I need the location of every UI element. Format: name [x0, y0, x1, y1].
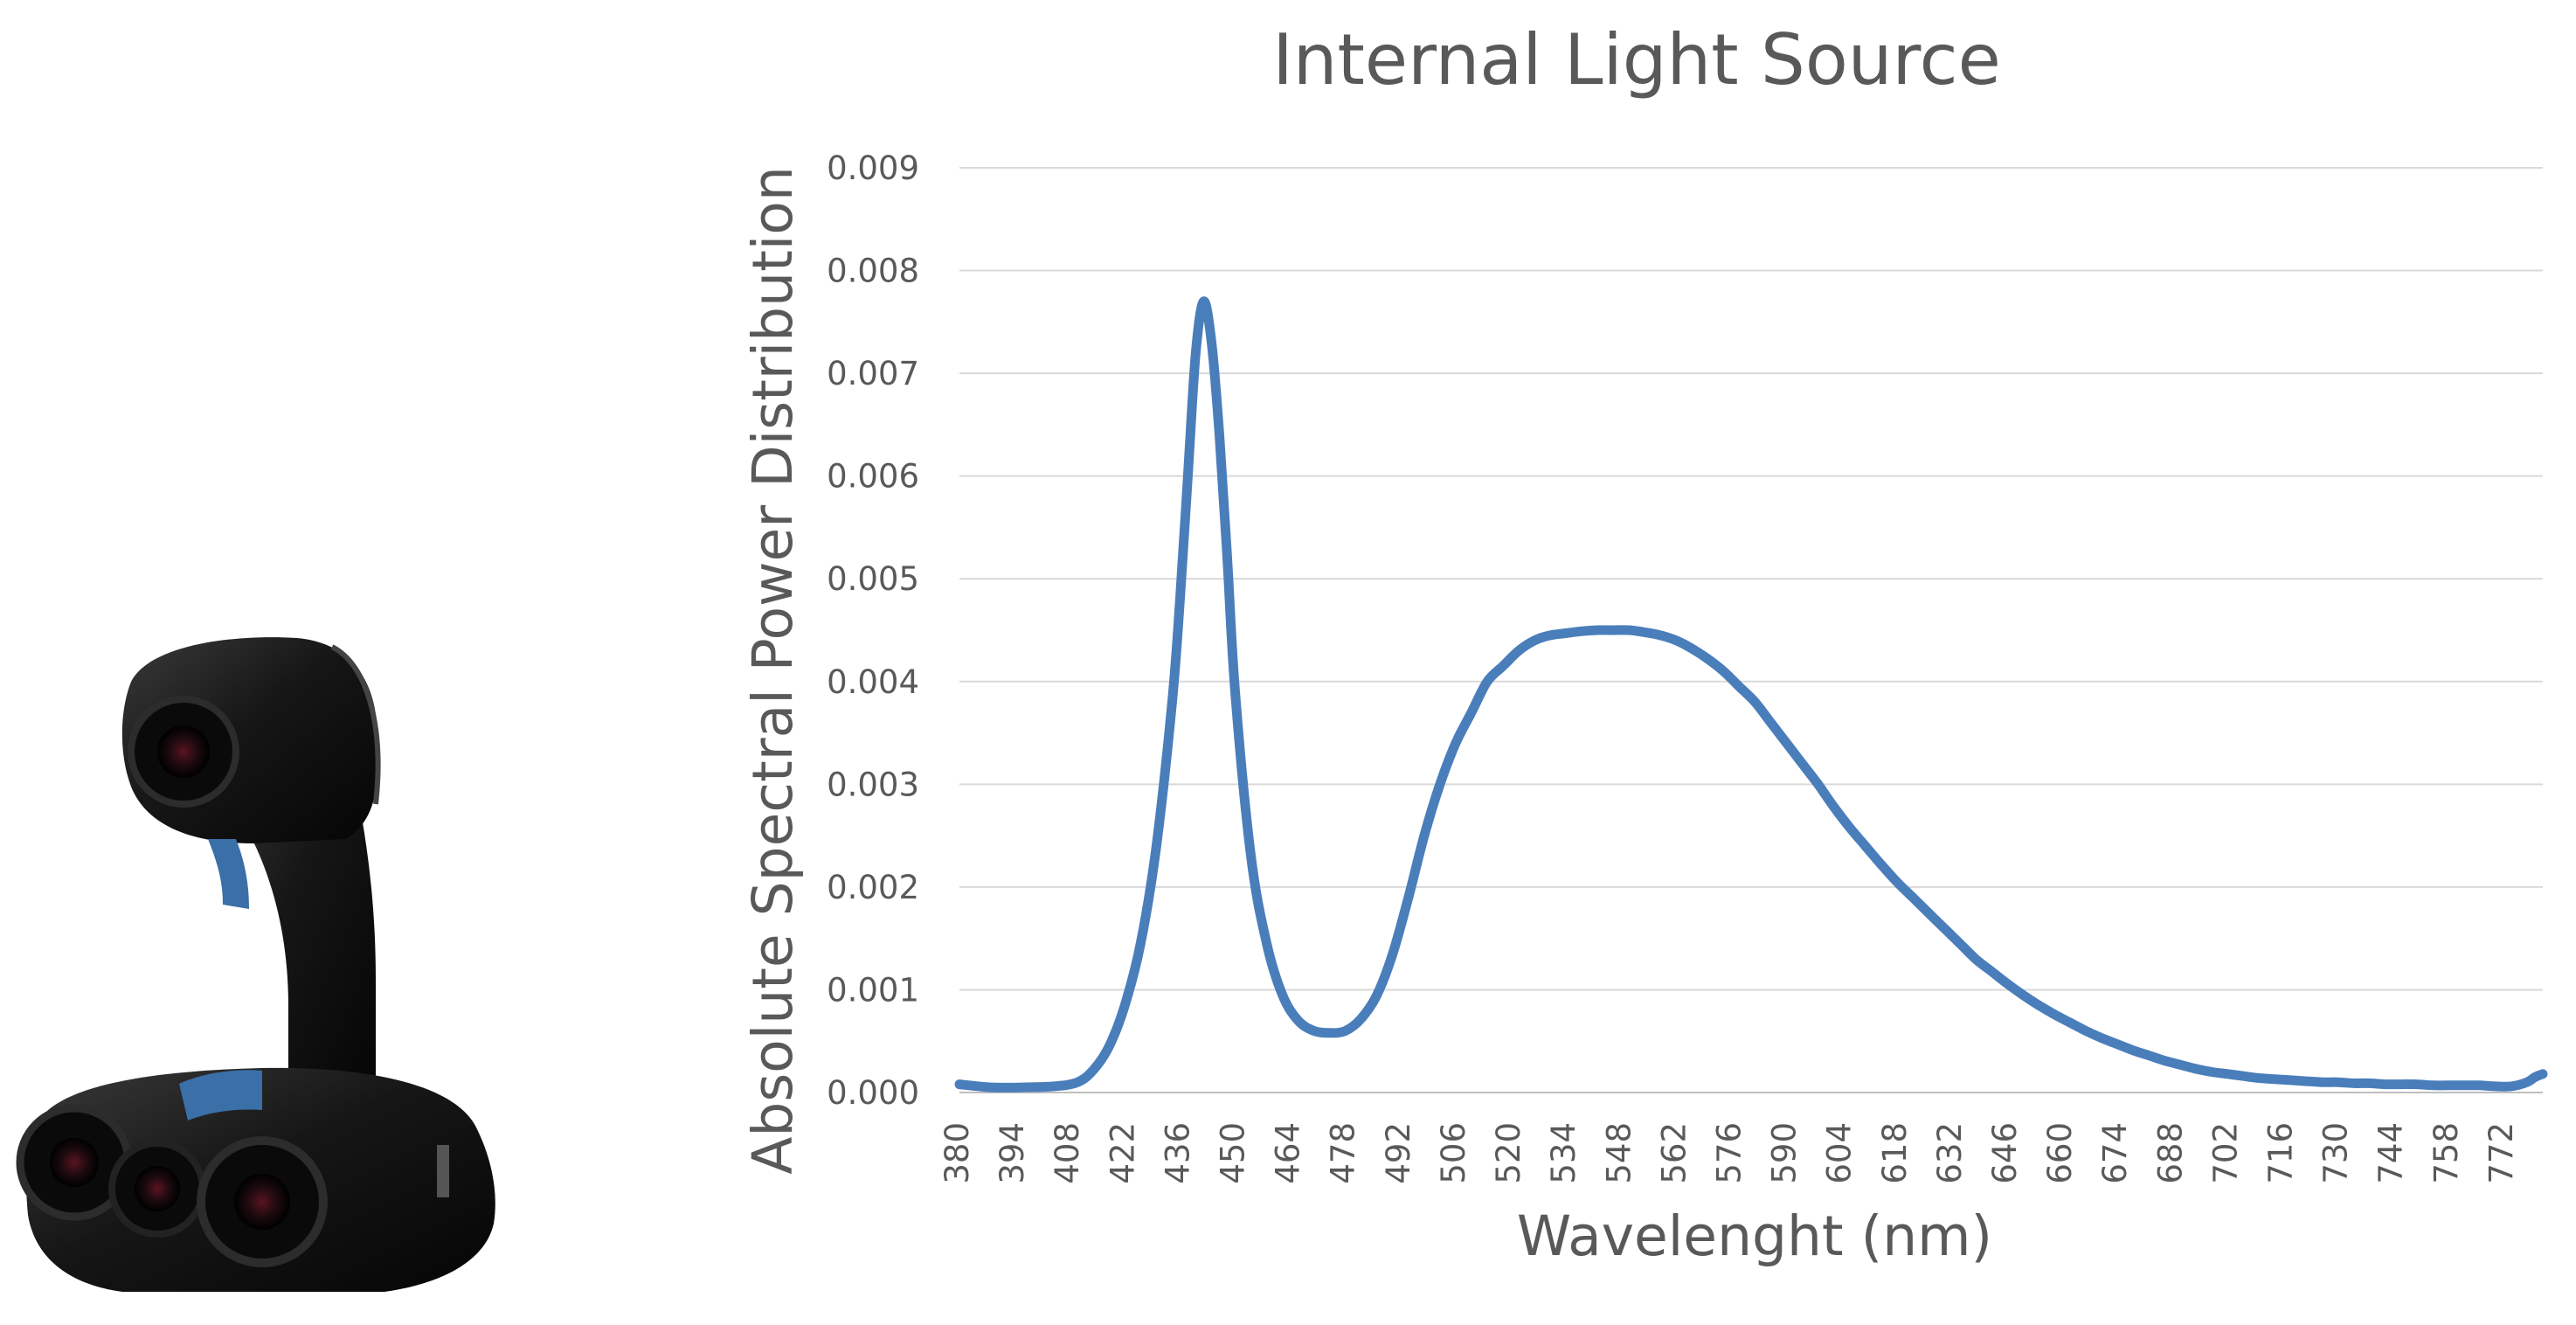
x-tick-label: 464 — [1270, 1122, 1307, 1184]
scanner-product-image — [16, 637, 495, 1292]
x-tick-label: 534 — [1545, 1122, 1582, 1184]
y-tick-label: 0.004 — [827, 663, 919, 701]
blue-accent-base — [179, 1070, 262, 1120]
y-tick-label: 0.001 — [827, 971, 919, 1009]
blue-accent-top — [208, 839, 249, 909]
x-tick-label: 646 — [1986, 1122, 2024, 1184]
y-tick-label: 0.008 — [827, 253, 919, 290]
y-tick-labels: 0.000 0.001 0.002 0.003 0.004 0.005 0.006 0.007… — [827, 149, 919, 1112]
x-tick-label: 506 — [1435, 1122, 1472, 1184]
y-axis-label: Absolute Spectral Power Distribution — [741, 166, 805, 1175]
x-tick-labels: 380 394 408 422 436 450 464 478 492 506 520 534 548 5… — [938, 1122, 2520, 1184]
x-tick-label: 422 — [1104, 1122, 1141, 1184]
x-tick-label: 478 — [1325, 1122, 1362, 1184]
chart-title: Internal Light Source — [1272, 19, 2001, 101]
spectrum-series-line — [954, 296, 2548, 1093]
x-tick-label: 394 — [994, 1122, 1031, 1184]
x-tick-label: 436 — [1159, 1122, 1196, 1184]
x-tick-label: 716 — [2262, 1122, 2300, 1184]
x-tick-label: 674 — [2096, 1122, 2134, 1184]
x-tick-label: 702 — [2206, 1122, 2244, 1184]
x-tick-label: 562 — [1655, 1122, 1693, 1184]
x-tick-label: 520 — [1490, 1122, 1527, 1184]
y-tick-label: 0.005 — [827, 560, 919, 598]
x-tick-label: 660 — [2041, 1122, 2079, 1184]
y-tick-label: 0.007 — [827, 355, 919, 392]
gridlines — [959, 167, 2543, 1093]
y-tick-label: 0.003 — [827, 766, 919, 803]
x-tick-label: 380 — [938, 1122, 976, 1184]
x-tick-label: 576 — [1710, 1122, 1748, 1184]
x-tick-label: 632 — [1931, 1122, 1969, 1184]
x-tick-label: 772 — [2483, 1122, 2520, 1184]
y-tick-label: 0.006 — [827, 458, 919, 496]
x-tick-label: 450 — [1215, 1122, 1252, 1184]
x-tick-label: 618 — [1876, 1122, 1914, 1184]
x-tick-label: 730 — [2317, 1122, 2355, 1184]
scanner-brand-plate — [437, 1145, 449, 1197]
x-tick-label: 590 — [1766, 1122, 1804, 1184]
x-axis-label: Wavelenght (nm) — [1517, 1204, 1992, 1268]
x-tick-label: 492 — [1380, 1122, 1417, 1184]
x-tick-label: 604 — [1821, 1122, 1859, 1184]
y-tick-label: 0.009 — [827, 149, 919, 187]
x-tick-label: 408 — [1049, 1122, 1086, 1184]
x-tick-label: 744 — [2372, 1122, 2410, 1184]
x-tick-label: 758 — [2427, 1122, 2465, 1184]
x-tick-label: 548 — [1600, 1122, 1638, 1184]
y-tick-label: 0.002 — [827, 869, 919, 906]
x-tick-label: 688 — [2151, 1122, 2189, 1184]
y-tick-label: 0.000 — [827, 1074, 919, 1112]
